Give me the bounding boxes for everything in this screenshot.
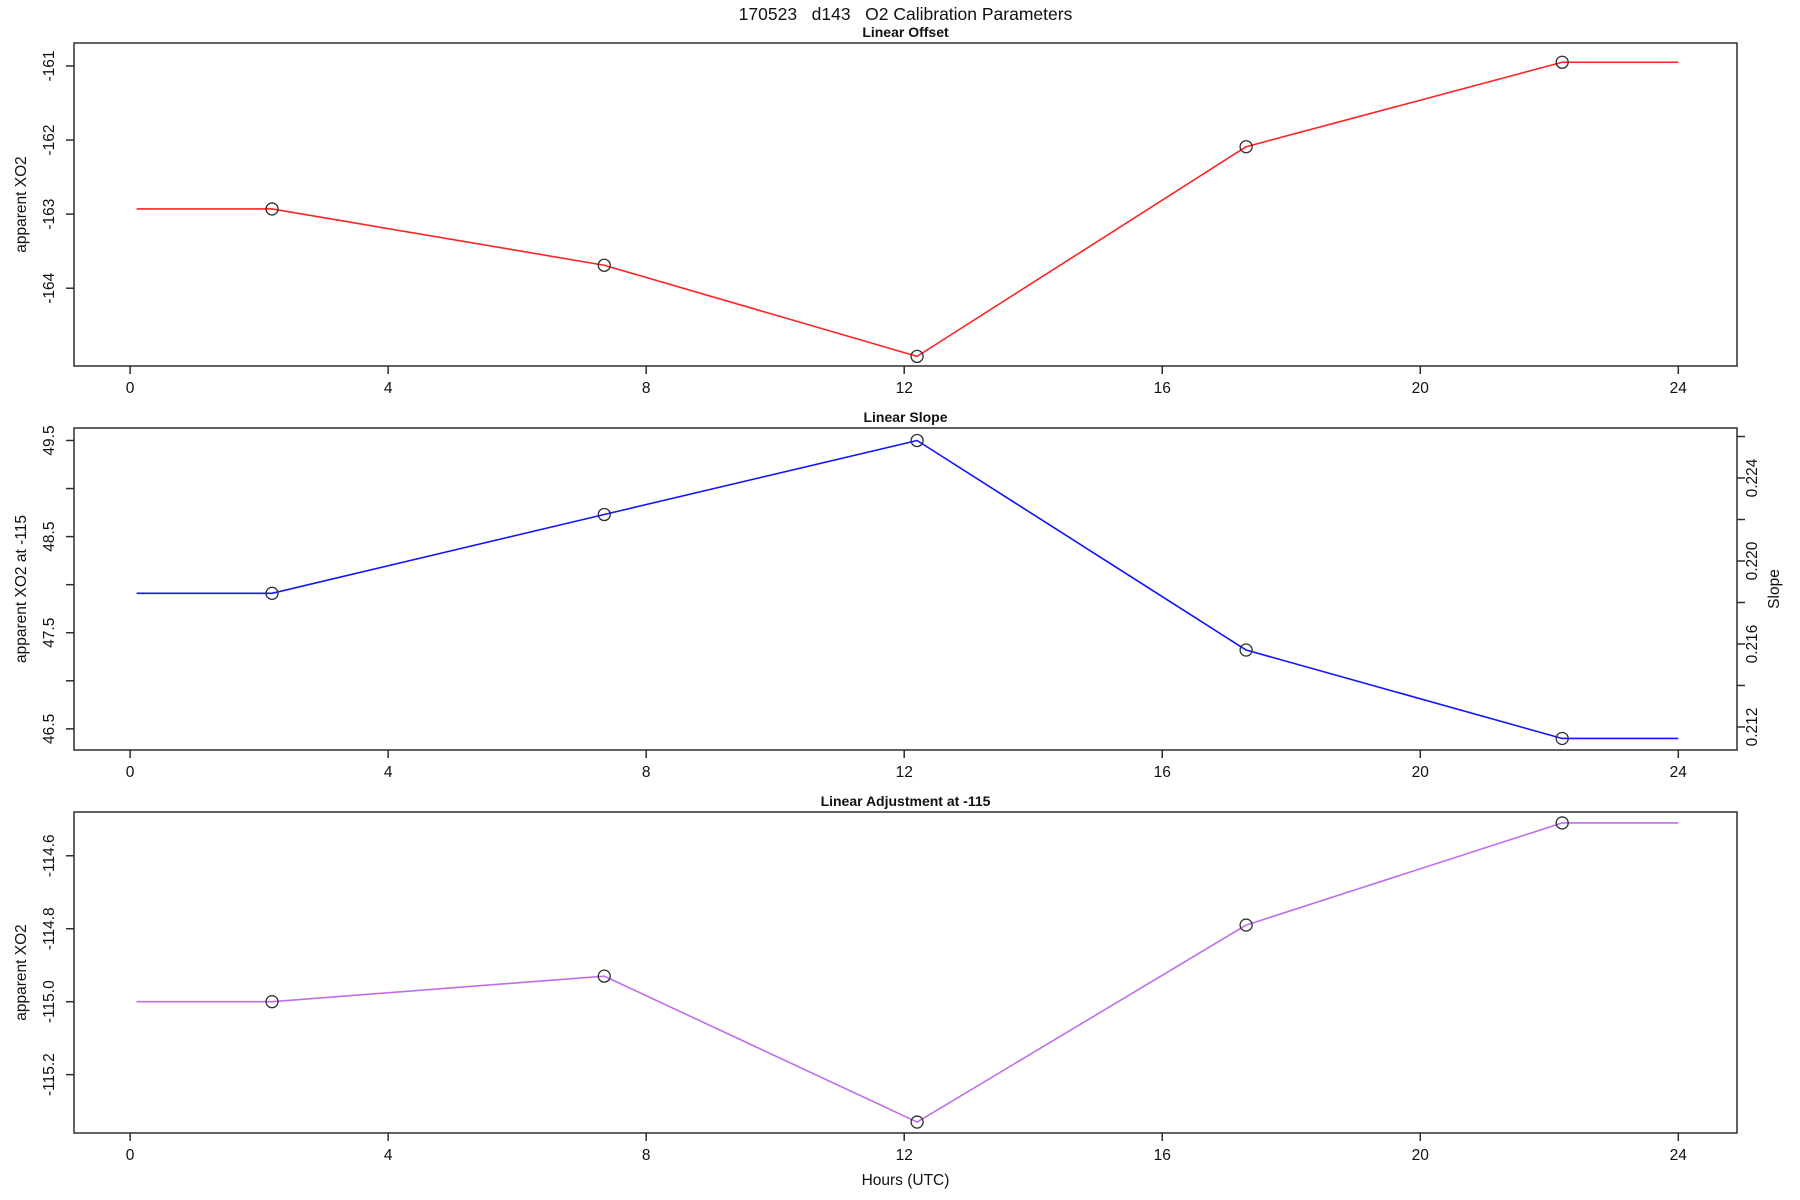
- x-tick-label: 12: [896, 764, 913, 781]
- x-tick-label: 8: [642, 380, 651, 397]
- x-tick-label: 20: [1412, 764, 1430, 781]
- x-tick-label: 0: [126, 764, 135, 781]
- y-tick-label: -163: [41, 199, 58, 230]
- y-tick-label: 48.5: [41, 522, 58, 552]
- y-tick-label: -115.2: [41, 1053, 58, 1096]
- y-tick-label: -114.8: [41, 907, 58, 950]
- panel-title: Linear Offset: [862, 24, 949, 40]
- data-point-marker: [1239, 643, 1253, 657]
- y-tick-label: -164: [41, 272, 58, 303]
- x-tick-label: 0: [126, 1147, 135, 1164]
- panel-3: Linear Adjustment at -115 0 4 8 12 16 20 24 -114…: [13, 793, 1738, 1189]
- data-point-marker: [910, 433, 924, 448]
- right-y-tick-label: 0.216: [1744, 625, 1761, 664]
- data-point-marker: [1239, 918, 1253, 932]
- right-y-tick-label: 0.224: [1744, 458, 1761, 497]
- right-y-axis-label: Slope: [1766, 569, 1783, 609]
- panel-title: Linear Slope: [863, 409, 947, 425]
- x-tick-label: 8: [642, 1147, 651, 1164]
- y-tick-label: -115.0: [41, 980, 58, 1023]
- data-point-marker: [910, 349, 924, 364]
- x-tick-label: 4: [384, 1147, 393, 1164]
- x-tick-label: 20: [1412, 1147, 1430, 1164]
- page-title: 170523 d143 O2 Calibration Parameters: [738, 4, 1073, 24]
- y-tick-label: 47.5: [41, 618, 58, 648]
- data-point-marker: [1555, 731, 1569, 746]
- y-tick-label: 46.5: [41, 714, 58, 744]
- x-tick-label: 0: [126, 380, 135, 397]
- panel-1: Linear Offset 0 4 8 12 16 20 24 -161 -162 -163 -164…: [13, 24, 1738, 397]
- data-point-marker: [597, 507, 611, 522]
- y-tick-label: -114.6: [41, 834, 58, 877]
- x-tick-label: 16: [1154, 764, 1171, 781]
- data-point-marker: [1555, 816, 1569, 830]
- series-line: [136, 822, 1679, 1123]
- plot-box: [73, 427, 1738, 751]
- data-point-marker: [265, 586, 279, 600]
- right-y-tick-label: 0.220: [1744, 541, 1761, 580]
- y-tick-label: 49.5: [41, 425, 58, 455]
- x-axis-label: Hours (UTC): [862, 1172, 950, 1189]
- data-point-marker: [597, 969, 611, 983]
- y-axis-label: apparent XO2: [13, 924, 30, 1021]
- x-tick-label: 4: [384, 764, 393, 781]
- x-tick-label: 20: [1412, 380, 1430, 397]
- y-tick-label: -161: [41, 50, 58, 81]
- x-tick-label: 8: [642, 764, 651, 781]
- series-line: [136, 439, 1679, 740]
- data-point-marker: [265, 995, 279, 1009]
- x-tick-label: 24: [1670, 380, 1688, 397]
- right-y-tick-label: 0.212: [1744, 708, 1761, 747]
- data-point-marker: [910, 1115, 924, 1129]
- panel-title: Linear Adjustment at -115: [821, 793, 991, 809]
- x-tick-label: 16: [1154, 1147, 1171, 1164]
- series-line: [136, 61, 1679, 358]
- panel-2: Linear Slope 0 4 8 12 16 20 24 49.5 48.5 47.5 46.5 a…: [13, 409, 1783, 781]
- x-tick-label: 12: [896, 1147, 913, 1164]
- data-point-marker: [597, 258, 611, 272]
- x-tick-label: 24: [1670, 764, 1688, 781]
- data-point-marker: [265, 202, 279, 216]
- plot-box: [73, 42, 1738, 367]
- x-tick-label: 12: [896, 380, 913, 397]
- plot-box: [73, 811, 1738, 1134]
- y-axis-label: apparent XO2: [13, 156, 30, 253]
- x-tick-label: 4: [384, 380, 393, 397]
- x-tick-label: 24: [1670, 1147, 1688, 1164]
- data-point-marker: [1555, 55, 1569, 69]
- x-tick-label: 16: [1154, 380, 1171, 397]
- data-point-marker: [1239, 140, 1253, 154]
- y-axis-label: apparent XO2 at -115: [13, 515, 30, 663]
- y-tick-label: -162: [41, 125, 58, 156]
